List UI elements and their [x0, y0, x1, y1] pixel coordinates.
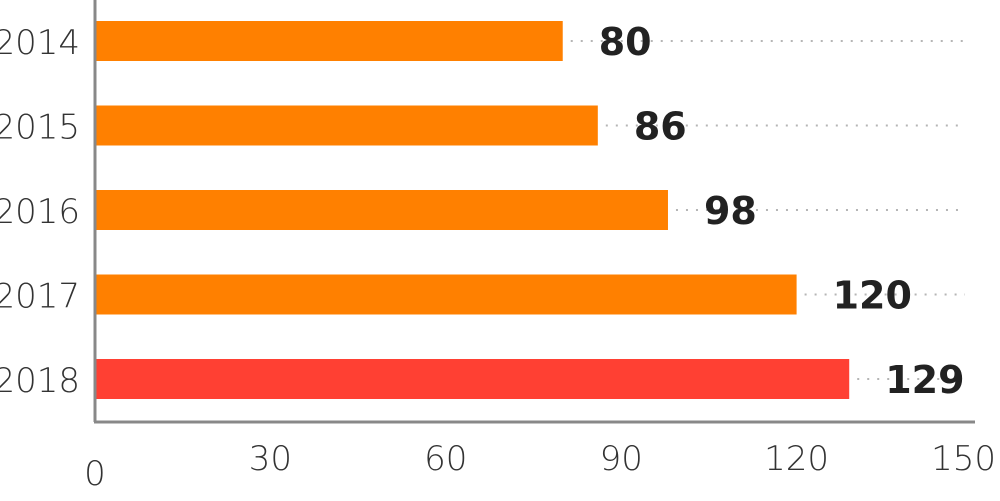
- x-tick-label-30: 30: [249, 439, 292, 479]
- data-label-2015: 86: [634, 105, 687, 149]
- bar-2016: [95, 190, 668, 230]
- data-label-2016: 98: [704, 189, 757, 233]
- y-tick-label-2015: 2015: [0, 108, 80, 148]
- x-tick-label-60: 60: [424, 439, 467, 479]
- x-tick-label-0: 0: [84, 454, 106, 494]
- y-tick-label-2016: 2016: [0, 192, 80, 232]
- data-label-2014: 80: [599, 20, 652, 64]
- data-label-2017: 120: [833, 274, 912, 318]
- grid-lines: [570, 40, 965, 380]
- x-tick-label-120: 120: [764, 439, 829, 479]
- x-tick-labels: 0 30 60 90 120 150: [84, 439, 996, 494]
- x-tick-label-90: 90: [600, 439, 643, 479]
- y-tick-label-2018: 2018: [0, 361, 80, 401]
- data-label-2018: 129: [885, 358, 964, 402]
- bar-2014: [95, 21, 563, 61]
- y-tick-label-2017: 2017: [0, 277, 80, 317]
- y-tick-labels: 2014 2015 2016 2017 2018: [0, 23, 80, 401]
- bar-2018: [95, 359, 850, 399]
- bars: [95, 21, 850, 399]
- bar-2015: [95, 105, 598, 146]
- x-tick-label-150: 150: [931, 439, 996, 479]
- data-labels: 80 86 98 120 129: [599, 20, 965, 402]
- bar-2017: [95, 274, 797, 315]
- y-tick-label-2014: 2014: [0, 23, 80, 63]
